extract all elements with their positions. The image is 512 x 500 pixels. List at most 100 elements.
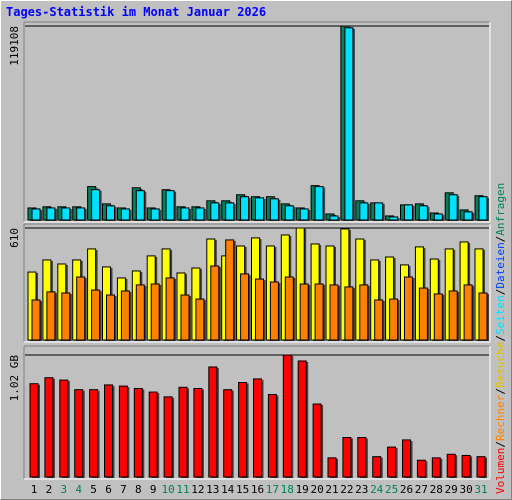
bar-group <box>225 239 236 341</box>
bar-group <box>463 211 475 221</box>
legend-entry: Dateien <box>494 242 507 288</box>
bar-group <box>433 213 445 221</box>
bar <box>329 215 339 221</box>
bar <box>267 393 277 478</box>
bar-group <box>74 389 85 478</box>
bar <box>91 189 101 221</box>
bar <box>374 202 384 221</box>
bar-group <box>372 456 383 478</box>
bar-group <box>329 284 340 341</box>
x-tick-label: 2 <box>46 483 53 496</box>
x-tick-label: 10 <box>161 483 174 496</box>
bar-group <box>359 202 370 221</box>
bar <box>195 298 205 341</box>
x-tick-label: 16 <box>251 483 264 496</box>
bar-group <box>359 284 370 341</box>
legend-separator: / <box>494 388 507 395</box>
bar <box>269 198 279 221</box>
bar-group <box>342 437 353 478</box>
bar <box>357 437 367 478</box>
bar-group <box>59 379 70 478</box>
x-tick-label: 8 <box>135 483 142 496</box>
bar-group <box>314 283 326 341</box>
bar <box>372 456 382 478</box>
bar <box>284 276 294 341</box>
bar-group <box>267 393 279 478</box>
bar <box>297 360 307 478</box>
bar-group <box>118 385 130 478</box>
bar <box>135 284 145 341</box>
bar-group <box>461 454 473 478</box>
bar <box>225 202 235 221</box>
bar-group <box>478 196 489 221</box>
x-tick-label: 13 <box>206 483 219 496</box>
bar-group <box>76 207 87 221</box>
bar <box>118 385 128 478</box>
bar <box>461 454 471 478</box>
bar <box>476 456 486 478</box>
bar-group <box>44 377 55 478</box>
bar-group <box>31 208 42 221</box>
bar-group <box>29 383 40 478</box>
bar-group <box>418 287 430 341</box>
bar-group <box>120 208 132 221</box>
bar-group <box>120 290 132 341</box>
x-tick-label: 11 <box>176 483 189 496</box>
bar <box>433 293 443 341</box>
bar <box>46 207 56 221</box>
bar <box>61 207 71 221</box>
bar-group <box>61 292 72 341</box>
legend-entry: Seiten <box>494 295 507 335</box>
bar-group <box>389 216 400 221</box>
bar <box>180 294 190 341</box>
x-tick-label: 15 <box>236 483 249 496</box>
legend-separator: / <box>494 441 507 448</box>
bar <box>463 211 473 221</box>
bar <box>329 284 339 341</box>
bar <box>344 27 354 221</box>
legend-separator: / <box>494 236 507 243</box>
bar <box>240 273 250 341</box>
bar-group <box>148 391 160 478</box>
bar-group <box>135 284 147 341</box>
x-tick-label: 14 <box>221 483 235 496</box>
bar <box>433 213 443 221</box>
bar-group <box>195 207 206 221</box>
bar-group <box>433 293 445 341</box>
y-tick-label: 119108 <box>8 26 21 66</box>
bar <box>478 196 488 221</box>
bar-group <box>253 378 264 478</box>
bar-group <box>404 204 415 221</box>
x-tick-label: 27 <box>415 483 428 496</box>
bar-group <box>431 457 443 478</box>
bar-group <box>195 298 206 341</box>
bar <box>448 194 458 221</box>
bar <box>76 207 86 221</box>
x-tick-label: 25 <box>385 483 398 496</box>
bar-group <box>312 403 324 478</box>
x-tick-label: 17 <box>266 483 279 496</box>
bar <box>148 391 158 478</box>
bar <box>253 378 262 478</box>
bar <box>418 287 428 341</box>
bar-group <box>238 382 249 478</box>
bar <box>120 290 130 341</box>
bar-group <box>255 197 266 221</box>
x-tick-label: 6 <box>105 483 112 496</box>
bar-group <box>240 273 251 341</box>
bar-group <box>404 276 415 341</box>
y-tick-label: 1.02 GB <box>8 355 21 402</box>
bar <box>31 299 41 341</box>
bar-group <box>223 389 234 478</box>
x-tick-label: 18 <box>281 483 294 496</box>
bar <box>446 453 456 478</box>
bar <box>282 354 292 478</box>
bar-group <box>463 284 475 341</box>
x-tick-label: 22 <box>340 483 353 496</box>
legend-separator: / <box>494 335 507 342</box>
bar <box>416 459 426 478</box>
bar <box>255 278 264 341</box>
bar-group <box>327 457 338 478</box>
bar-group <box>299 208 311 221</box>
bar <box>404 276 413 341</box>
